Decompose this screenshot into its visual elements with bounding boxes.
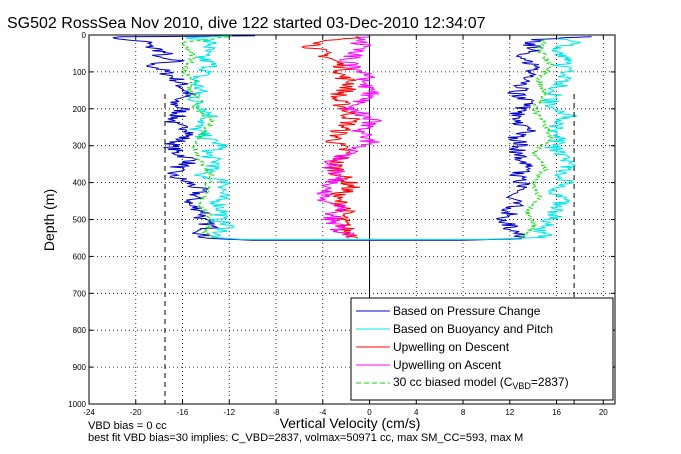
legend-label-buoyancy: Based on Buoyancy and Pitch: [393, 322, 553, 336]
x-tick-label: 4: [414, 408, 419, 417]
y-tick-label: 1000: [68, 400, 86, 409]
series-pressure-descent: [112, 35, 256, 240]
x-tick-label: -20: [130, 408, 142, 417]
series-pressure-ascent: [495, 36, 592, 238]
legend-model-sub: VBD: [512, 381, 531, 391]
legend-box: [350, 297, 614, 401]
series-buoyancy-ascent: [533, 38, 581, 238]
series-model-ascent: [519, 38, 556, 239]
x-tick-label: 0: [367, 408, 372, 417]
series-up_ascent-ascent: [316, 36, 383, 239]
x-tick-label: -8: [272, 408, 280, 417]
legend-label-up-descent: Upwelling on Descent: [393, 340, 510, 354]
y-tick-label: 700: [73, 289, 87, 298]
x-tick-label: -16: [177, 408, 189, 417]
legend-model-pre: 30 cc biased model (C: [393, 375, 513, 389]
x-tick-label: -12: [223, 408, 235, 417]
x-tick-label: 12: [505, 408, 514, 417]
legend-label-up-ascent: Upwelling on Ascent: [393, 358, 502, 372]
y-tick-label: 500: [73, 216, 87, 225]
y-axis-label: Depth (m): [41, 189, 57, 251]
series-buoyancy-turnaround: [211, 236, 545, 240]
x-tick-label: 16: [552, 408, 561, 417]
plot-area: [112, 35, 592, 404]
series-model-descent: [179, 36, 229, 239]
y-tick-label: 200: [73, 105, 87, 114]
footer-line-2: best fit VBD bias=30 implies: C_VBD=2837…: [88, 432, 524, 444]
legend-label-pressure: Based on Pressure Change: [393, 304, 541, 318]
footer-line-1: VBD bias = 0 cc: [88, 420, 167, 432]
legend-model-post: =2837): [531, 375, 569, 389]
y-tick-label: 600: [73, 252, 87, 261]
x-axis-label: Vertical Velocity (cm/s): [280, 415, 421, 431]
y-tick-label: 100: [73, 68, 87, 77]
x-tick-label: -24: [83, 408, 95, 417]
chart-title: SG502 RossSea Nov 2010, dive 122 started…: [7, 15, 486, 32]
y-tick-label: 400: [73, 179, 87, 188]
legend-label-model: 30 cc biased model (CVBD=2837): [393, 375, 569, 391]
axis-ticks: -24 -20 -16 -12 -8 -4 0 4 8 12 16 20010020030040050…: [68, 31, 615, 417]
y-tick-label: 800: [73, 326, 87, 335]
y-tick-label: 0: [82, 31, 87, 40]
series-up_descent-descent: [300, 36, 361, 239]
y-tick-label: 300: [73, 142, 87, 151]
x-tick-label: -4: [319, 408, 327, 417]
x-tick-label: 8: [461, 408, 466, 417]
series-buoyancy-descent: [185, 35, 236, 238]
legend: Based on Pressure Change Based on Buoyan…: [350, 297, 614, 401]
x-tick-label: 20: [599, 408, 608, 417]
y-tick-label: 900: [73, 363, 87, 372]
